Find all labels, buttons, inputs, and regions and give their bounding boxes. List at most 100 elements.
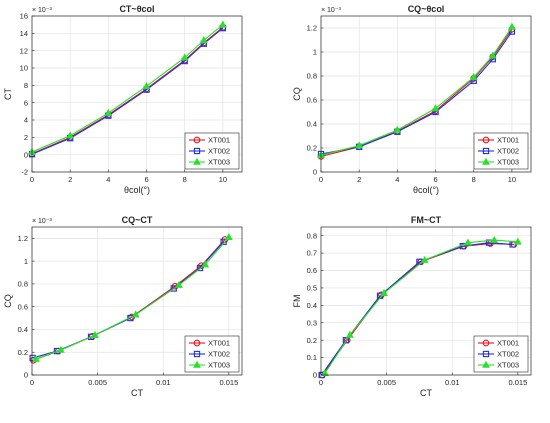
plot-title: CQ~θcol [408, 4, 445, 14]
legend-label: XT001 [208, 339, 230, 348]
legend: XT001 XT002 XT003 [473, 335, 529, 373]
legend-item-xt003: XT003 [189, 158, 230, 167]
y-tick-label: 16 [20, 12, 28, 21]
data-point-xt003 [345, 330, 354, 338]
x-tick-label: 6 [433, 175, 437, 184]
legend: XT001 XT002 XT003 [184, 335, 240, 373]
y-tick-label: 0.5 [307, 284, 317, 293]
y-tick-label: 8 [24, 81, 28, 90]
data-point-xt003 [488, 51, 497, 59]
y-tick-label: 2 [24, 133, 28, 142]
data-point-xt003 [56, 345, 65, 353]
y-tick-label: -2 [21, 168, 28, 177]
legend-marker [482, 136, 490, 144]
legend-item-xt003: XT003 [478, 158, 519, 167]
y-tick-label: 10 [20, 64, 28, 73]
y-tick-label: 1.2 [307, 24, 317, 33]
y-axis-label: CT [3, 88, 13, 100]
data-point-xt003 [91, 330, 99, 338]
data-point-xt003 [321, 369, 329, 377]
x-tick-label: 0.005 [88, 378, 107, 387]
legend-label: XT002 [497, 350, 519, 359]
subplot-cq-theta: 0 2 4 6 8 10 0 0.2 0.4 0.6 0.8 1 1.2 CQ~θcol θcol(°) CQ… [292, 4, 532, 195]
data-point-xt003 [175, 280, 183, 288]
x-tick-label: 0 [319, 175, 323, 184]
legend-item-xt001: XT001 [189, 339, 230, 348]
y-tick-label: 0.4 [307, 120, 317, 129]
y-tick-label: 0.6 [307, 266, 317, 275]
plot-title: CQ~CT [122, 215, 153, 225]
y-tick-label: 4 [24, 116, 28, 125]
legend-label: XT003 [208, 158, 230, 167]
axes-frame [31, 226, 243, 376]
y-tick-label: 0 [24, 150, 28, 159]
y-tick-label: 0.8 [18, 280, 28, 289]
data-point-xt003 [199, 36, 208, 44]
x-tick-label: 0.005 [377, 378, 396, 387]
y-tick-label: 0.4 [18, 325, 28, 334]
data-point-xt003 [104, 108, 113, 116]
x-axis-label: CT [131, 388, 143, 398]
y-tick-label: 12 [20, 46, 28, 55]
legend-marker [482, 157, 490, 165]
subplot-cq-ct: 0 0.005 0.01 0.015 0 0.2 0.4 0.6 0.8 1 1.2 CQ~CT CT C… [3, 215, 243, 398]
legend-marker [193, 339, 201, 347]
x-tick-label: 0.015 [219, 378, 238, 387]
plot-title: CT~θcol [119, 4, 154, 14]
data-point-xt003 [201, 260, 210, 268]
data-point-xt003 [355, 141, 364, 149]
series-xt003 [317, 22, 516, 159]
legend-label: XT003 [497, 158, 519, 167]
x-axis-label: θcol(°) [124, 185, 150, 195]
legend-item-xt001: XT001 [478, 339, 519, 348]
legend-label: XT002 [208, 147, 230, 156]
legend-label: XT003 [497, 361, 519, 370]
data-point-xt002 [342, 337, 350, 344]
legend-item-xt003: XT003 [189, 361, 230, 370]
y-tick-label: 1 [313, 48, 317, 57]
axes-frame [320, 226, 532, 376]
data-point-xt003 [224, 233, 233, 241]
x-tick-label: 0.01 [156, 378, 171, 387]
x-tick-label: 0 [319, 378, 323, 387]
legend-marker [193, 350, 201, 358]
y-axis-label: CQ [3, 294, 13, 308]
data-point-xt003 [393, 125, 402, 133]
subplot-fm-ct: 0 0.005 0.01 0.015 0 0.1 0.2 0.3 0.4 0.5 0.6 0.7 0.8… [292, 215, 532, 398]
y-tick-label: 14 [20, 29, 28, 38]
y-tick-label: 6 [24, 98, 28, 107]
legend-marker [193, 360, 201, 368]
legend-marker [482, 350, 490, 358]
legend-marker [193, 136, 201, 144]
data-point-xt002 [170, 285, 177, 292]
data-point-xt003 [508, 22, 516, 30]
axis-exponent: × 10⁻³ [32, 218, 53, 225]
y-tick-label: 0.2 [307, 336, 317, 345]
y-tick-label: 0.6 [18, 302, 28, 311]
x-tick-label: 2 [68, 175, 72, 184]
y-tick-label: 0 [24, 371, 28, 380]
legend-label: XT002 [208, 350, 230, 359]
data-point-xt003 [420, 255, 429, 263]
legend-item-xt001: XT001 [189, 136, 230, 145]
y-axis-label: CQ [292, 87, 302, 101]
axis-exponent: × 10⁻³ [321, 7, 342, 14]
legend-label: XT001 [208, 136, 230, 145]
x-tick-label: 0.01 [445, 378, 460, 387]
y-tick-label: 0.3 [307, 318, 317, 327]
data-point-xt002 [196, 264, 204, 272]
x-tick-label: 10 [219, 175, 227, 184]
y-tick-label: 1.2 [18, 234, 28, 243]
y-tick-label: 0 [313, 371, 317, 380]
subplot-ct-theta: 0 2 4 6 8 10-20246810121416CT~θcolθcol(°)CT× … [3, 4, 243, 195]
y-tick-label: 0 [313, 168, 317, 177]
data-point-xt003 [131, 310, 140, 318]
legend-item-xt003: XT003 [478, 361, 519, 370]
legend-marker [193, 147, 201, 155]
data-point-xt003 [469, 72, 478, 80]
legend-label: XT002 [497, 147, 519, 156]
series-xt003 [28, 20, 227, 155]
x-axis-label: θcol(°) [413, 185, 439, 195]
